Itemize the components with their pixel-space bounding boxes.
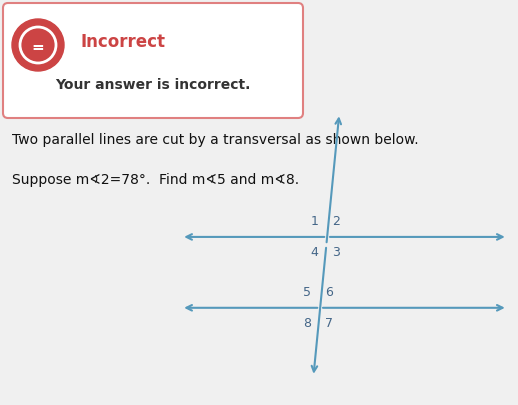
Circle shape (12, 19, 64, 71)
Text: Two parallel lines are cut by a transversal as shown below.: Two parallel lines are cut by a transver… (12, 133, 419, 147)
Text: 7: 7 (325, 317, 333, 330)
Text: 1: 1 (310, 215, 318, 228)
Text: Suppose m∢2=78°.  Find m∢5 and m∢8.: Suppose m∢2=78°. Find m∢5 and m∢8. (12, 173, 299, 187)
Text: Incorrect: Incorrect (80, 33, 165, 51)
Text: 4: 4 (310, 246, 318, 259)
Text: =: = (32, 40, 45, 55)
Text: 2: 2 (332, 215, 340, 228)
Text: 8: 8 (303, 317, 311, 330)
FancyBboxPatch shape (3, 3, 303, 118)
Text: 6: 6 (325, 286, 333, 299)
Text: 3: 3 (332, 246, 340, 259)
Text: 5: 5 (303, 286, 311, 299)
Text: Your answer is incorrect.: Your answer is incorrect. (55, 78, 250, 92)
